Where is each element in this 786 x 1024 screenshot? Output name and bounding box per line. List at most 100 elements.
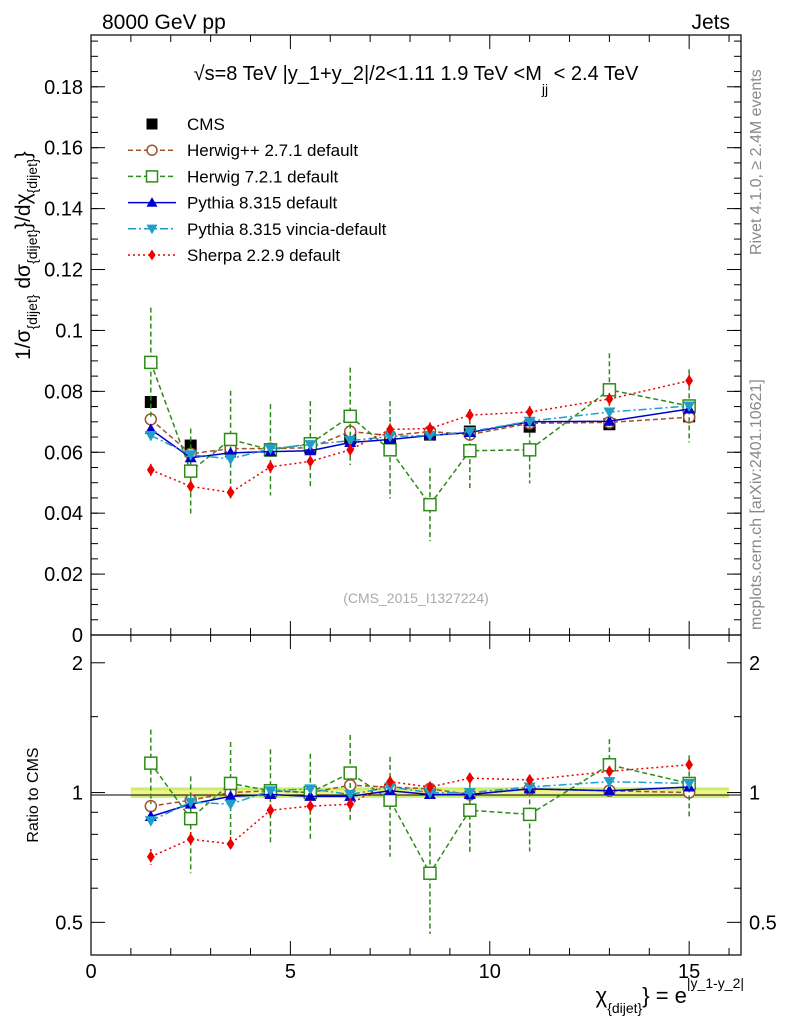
main-sherpa-2-2-9-default-point xyxy=(146,463,155,476)
legend-item-pythia-8-315-default: Pythia 8.315 default xyxy=(128,194,338,213)
ratio-herwig-7-2-1-default-point xyxy=(522,807,537,822)
x-tick-label: 5 xyxy=(285,961,296,983)
legend-marker-pythia-8-315-vincia-default xyxy=(146,224,158,235)
main-pythia-8-315-vincia-default-point xyxy=(224,454,237,465)
ratio-sherpa-2-2-9-default-point xyxy=(306,800,315,813)
main-herwig-7-2-1-default-point xyxy=(463,443,477,458)
ratio-plot-panel: 0.5 0.5 1 1 2 2 xyxy=(55,634,777,956)
legend-item-pythia-8-315-vincia-default: Pythia 8.315 vincia-default xyxy=(128,220,387,239)
y-tick-label: 0.08 xyxy=(44,381,83,403)
main-pythia-8-315-vincia-default-point xyxy=(603,407,616,419)
ratio-sherpa-2-2-9-default-point xyxy=(346,798,355,811)
ratio-pythia-8-315-vincia-default-point xyxy=(384,782,397,794)
main-pythia-8-315-vincia-default-series xyxy=(144,401,696,465)
main-pythia-8-315-vincia-default-line xyxy=(150,405,690,460)
ratio-sherpa-2-2-9-default-point xyxy=(186,833,195,846)
main-sherpa-2-2-9-default-point xyxy=(226,486,235,499)
legend-label-sherpa-2-2-9-default: Sherpa 2.2.9 default xyxy=(187,246,340,265)
ratio-pythia-8-315-vincia-default-series xyxy=(144,777,696,827)
legend-label-cms: CMS xyxy=(187,115,225,134)
main-pythia-8-315-vincia-default-point xyxy=(144,431,157,442)
main-sherpa-2-2-9-default-point xyxy=(266,460,275,473)
legend-marker-cms xyxy=(146,118,158,130)
main-sherpa-2-2-9-default-point xyxy=(186,480,195,493)
main-y-axis-label: 1/σ{dijet} dσ{dijet}}/dχ{dijet}} xyxy=(12,151,40,360)
legend-item-herwig-2-7-1-default: Herwig++ 2.7.1 default xyxy=(128,141,358,160)
mcplots-label: mcplots.cern.ch [arXiv:2401.10621] xyxy=(748,379,765,630)
analysis-id-label: (CMS_2015_I1327224) xyxy=(343,590,489,606)
ratio-herwig-7-2-1-default-series xyxy=(144,729,696,934)
legend-item-cms: CMS xyxy=(146,115,225,134)
main-herwig-7-2-1-default-point xyxy=(343,409,357,424)
ratio-y-tick-label-right: 1 xyxy=(749,783,760,805)
main-sherpa-2-2-9-default-point xyxy=(426,422,434,435)
ratio-pythia-8-315-vincia-default-point xyxy=(344,789,357,801)
ratio-sherpa-2-2-9-default-point xyxy=(386,775,394,788)
legend-item-sherpa-2-2-9-default: Sherpa 2.2.9 default xyxy=(128,246,340,265)
main-pythia-8-315-vincia-default-point xyxy=(423,431,436,442)
ratio-pythia-8-315-default-point xyxy=(304,790,317,801)
ratio-sherpa-2-2-9-default-point xyxy=(266,804,275,817)
main-pythia-8-315-vincia-default-point xyxy=(344,436,357,447)
ratio-pythia-8-315-default-point xyxy=(224,790,237,801)
ratio-pythia-8-315-default-line xyxy=(150,786,690,818)
plot-title: √s=8 TeV |y_1+y_2|/2<1.11 1.9 TeV <Mjj <… xyxy=(194,63,639,97)
y-tick-label: 0.16 xyxy=(44,138,83,160)
ratio-pythia-8-315-vincia-default-point xyxy=(224,799,237,811)
main-herwig-7-2-1-default-point xyxy=(423,497,437,512)
y-tick-label: 0.14 xyxy=(44,199,83,221)
ratio-pythia-8-315-vincia-default-point xyxy=(264,786,277,797)
ratio-sherpa-2-2-9-default-series xyxy=(146,758,694,865)
ratio-sherpa-2-2-9-default-line xyxy=(150,764,690,858)
x-axis-label: χ{dijet}} = e|y_1-y_2| xyxy=(596,975,744,1016)
ratio-herwig-7-2-1-default-point xyxy=(423,866,437,880)
main-sherpa-2-2-9-default-point xyxy=(386,423,394,436)
main-pythia-8-315-vincia-default-point xyxy=(184,450,197,461)
main-herwig-7-2-1-default-line xyxy=(150,362,690,506)
main-herwig-7-2-1-default-point xyxy=(144,355,158,370)
ratio-herwig-7-2-1-default-point xyxy=(463,803,477,817)
legend-marker-herwig-7-2-1-default xyxy=(145,170,159,183)
main-herwig-7-2-1-default-point xyxy=(383,443,397,457)
main-herwig-7-2-1-default-point xyxy=(223,432,238,447)
main-pythia-8-315-default-line xyxy=(150,408,690,459)
y-tick-label: 0 xyxy=(72,625,83,647)
legend-label-herwig-2-7-1-default: Herwig++ 2.7.1 default xyxy=(187,141,358,160)
main-sherpa-2-2-9-default-line xyxy=(150,379,690,494)
main-sherpa-2-2-9-default-point xyxy=(685,374,694,387)
main-pythia-8-315-vincia-default-point xyxy=(463,427,476,438)
ratio-pythia-8-315-vincia-default-point xyxy=(603,777,616,788)
ratio-herwig-7-2-1-default-point xyxy=(223,776,238,791)
main-herwig-7-2-1-default-point xyxy=(183,464,198,478)
ratio-y-tick-label: 1 xyxy=(72,783,83,805)
ratio-y-axis-label: Ratio to CMS xyxy=(25,747,42,842)
y-tick-label: 0.02 xyxy=(44,564,83,586)
main-sherpa-2-2-9-default-series xyxy=(146,374,694,499)
ratio-y-tick-label-right: 0.5 xyxy=(749,912,777,934)
legend-marker-sherpa-2-2-9-default xyxy=(148,249,156,261)
svg-text:1/σ{dijet} dσ{dijet}}/dχ{dijet: 1/σ{dijet} dσ{dijet}}/dχ{dijet}} xyxy=(12,151,40,360)
main-pythia-8-315-vincia-default-point xyxy=(304,440,317,451)
ratio-y-tick-label: 0.5 xyxy=(55,912,83,934)
rivet-version-label: Rivet 4.1.0, ≥ 2.4M events xyxy=(748,69,765,255)
main-sherpa-2-2-9-default-point xyxy=(346,443,355,456)
svg-text:χ{dijet}} = e|y_1-y_2|: χ{dijet}} = e|y_1-y_2| xyxy=(596,975,744,1016)
main-sherpa-2-2-9-default-point xyxy=(605,392,614,405)
ratio-pythia-8-315-vincia-default-point xyxy=(523,782,536,794)
ratio-herwig-7-2-1-default-point xyxy=(383,793,397,807)
y-tick-label: 0.06 xyxy=(44,442,83,464)
legend: CMS Herwig++ 2.7.1 default Herwig 7.2.1 de… xyxy=(128,115,387,265)
x-tick-label: 0 xyxy=(85,961,96,983)
ratio-pythia-8-315-vincia-default-line xyxy=(150,780,690,822)
main-plot-panel: 0 0.02 0.04 0.06 0.08 0.1 0.12 0.14 0.16 0.18 √s=… xyxy=(44,34,742,647)
legend-label-pythia-8-315-default: Pythia 8.315 default xyxy=(187,194,338,213)
ratio-pythia-8-315-vincia-default-point xyxy=(144,816,157,827)
ratio-y-tick-label-right: 2 xyxy=(749,653,760,675)
ratio-sherpa-2-2-9-default-point xyxy=(605,765,614,778)
ratio-sherpa-2-2-9-default-point xyxy=(146,850,155,863)
main-sherpa-2-2-9-default-point xyxy=(306,455,315,468)
ratio-pythia-8-315-vincia-default-point xyxy=(423,788,436,799)
ratio-y-tick-label: 2 xyxy=(72,653,83,675)
ratio-pythia-8-315-vincia-default-point xyxy=(304,784,317,795)
main-pythia-8-315-vincia-default-point xyxy=(523,416,536,428)
